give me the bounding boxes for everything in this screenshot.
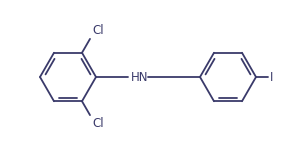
Text: HN: HN — [131, 71, 148, 83]
Text: Cl: Cl — [92, 24, 103, 37]
Text: I: I — [270, 71, 274, 83]
Text: Cl: Cl — [92, 117, 103, 130]
